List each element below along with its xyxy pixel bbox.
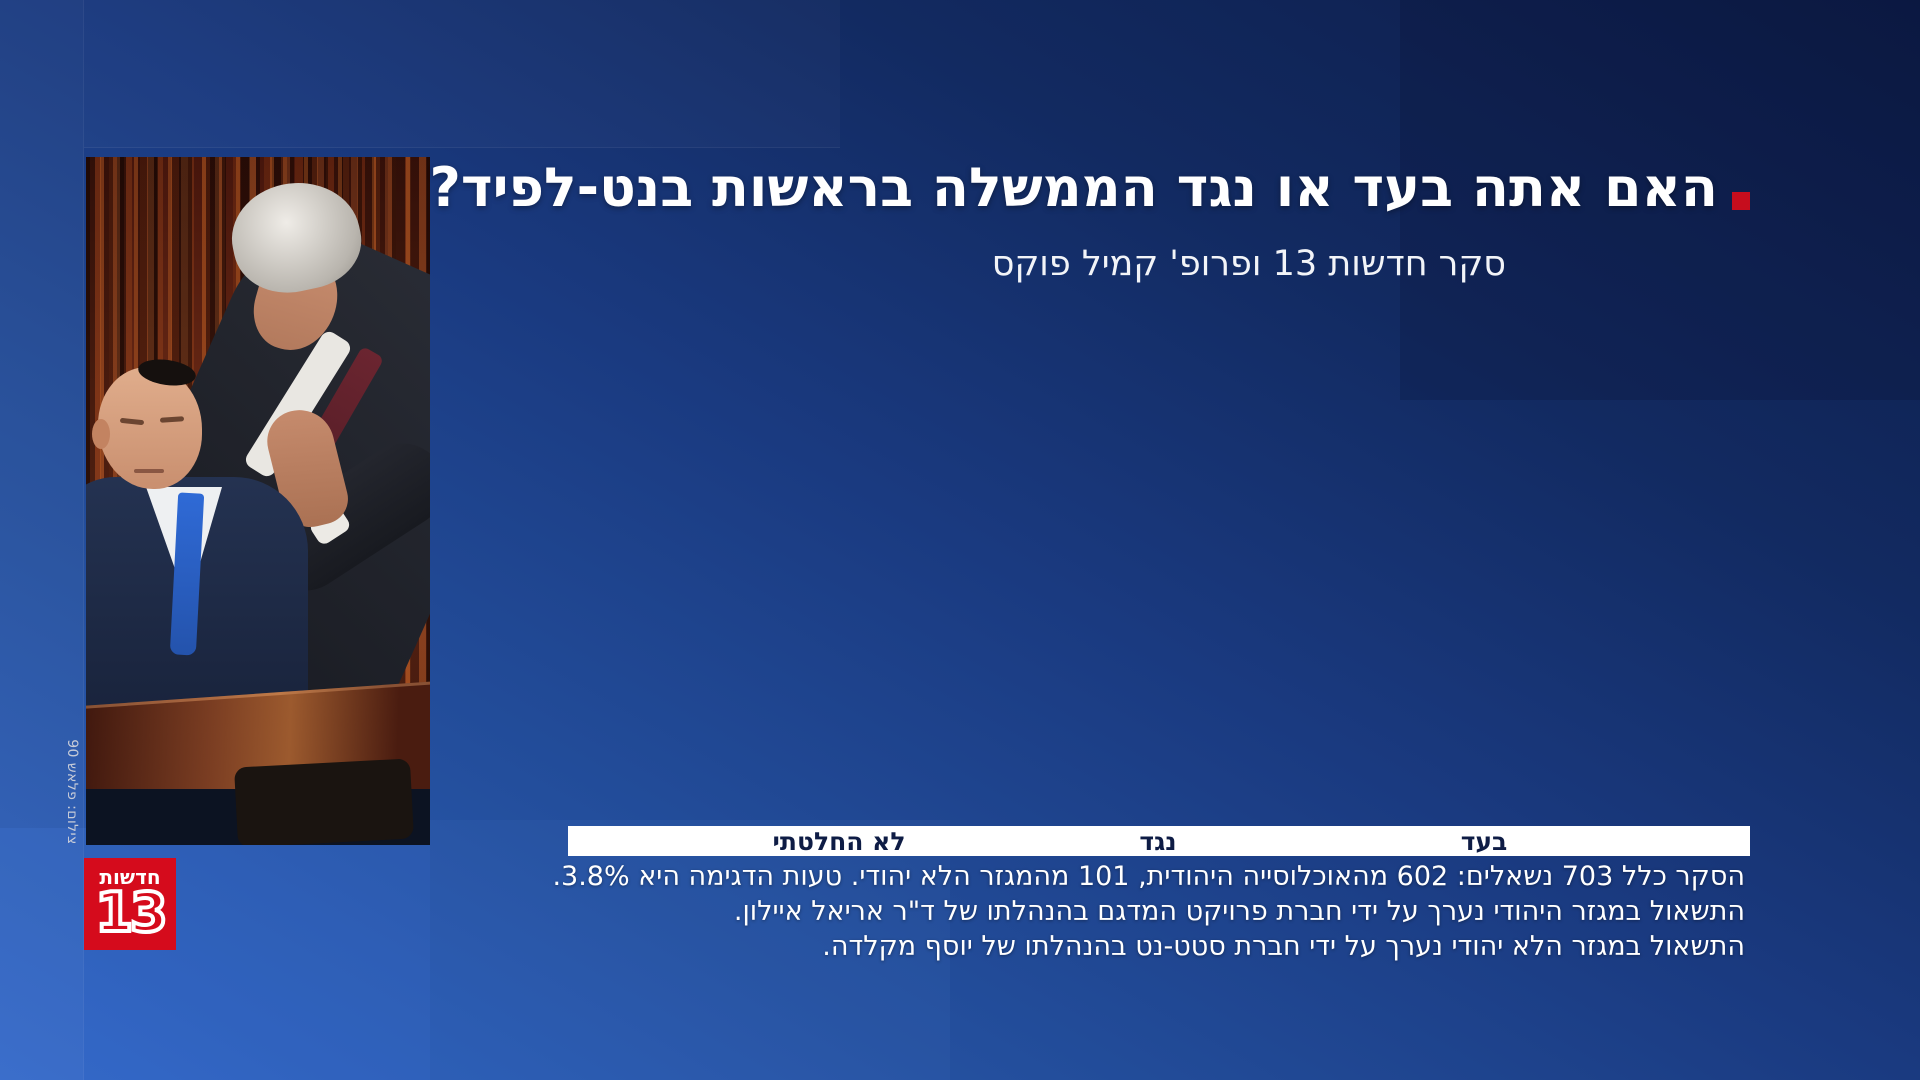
background-tile xyxy=(0,828,430,1080)
channel-13-logo: חדשות 13 xyxy=(84,858,176,950)
bennett-mouth xyxy=(134,469,164,473)
x-axis-strip xyxy=(568,826,1750,856)
knesset-photo-bennett-lapid xyxy=(86,157,430,845)
footnote-line: התשאול במגזר היהודי נערך על ידי חברת פרו… xyxy=(733,896,1745,927)
background-tile xyxy=(0,0,84,1080)
axis-label-against: נגד xyxy=(1139,827,1177,856)
red-bullet-icon xyxy=(1732,192,1750,210)
bennett-ear xyxy=(92,419,110,449)
methodology-footnote: הסקר כלל 703 נשאלים: 602 מהאוכלוסייה היה… xyxy=(552,859,1745,964)
bennett-head xyxy=(98,367,202,489)
footnote-line: התשאול במגזר הלא יהודי נערך על ידי חברת … xyxy=(822,931,1745,962)
poll-question-title: האם אתה בעד או נגד הממשלה בראשות בנט-לפי… xyxy=(429,156,1719,219)
logo-news-text: חדשות xyxy=(99,865,161,889)
logo-number: 13 xyxy=(93,881,169,944)
photo-credit: צילום: פלאש 90 xyxy=(64,739,80,845)
poll-question-header: האם אתה בעד או נגד הממשלה בראשות בנט-לפי… xyxy=(429,152,1750,224)
background-tile xyxy=(84,0,840,148)
footnote-line: הסקר כלל 703 נשאלים: 602 מהאוכלוסייה היה… xyxy=(552,861,1745,892)
poll-subtitle: סקר חדשות 13 ופרופ' קמיל פוקס xyxy=(991,244,1506,284)
chair xyxy=(234,758,414,845)
axis-label-for: בעד xyxy=(1460,827,1508,856)
axis-label-undecided: לא החלטתי xyxy=(772,827,906,856)
